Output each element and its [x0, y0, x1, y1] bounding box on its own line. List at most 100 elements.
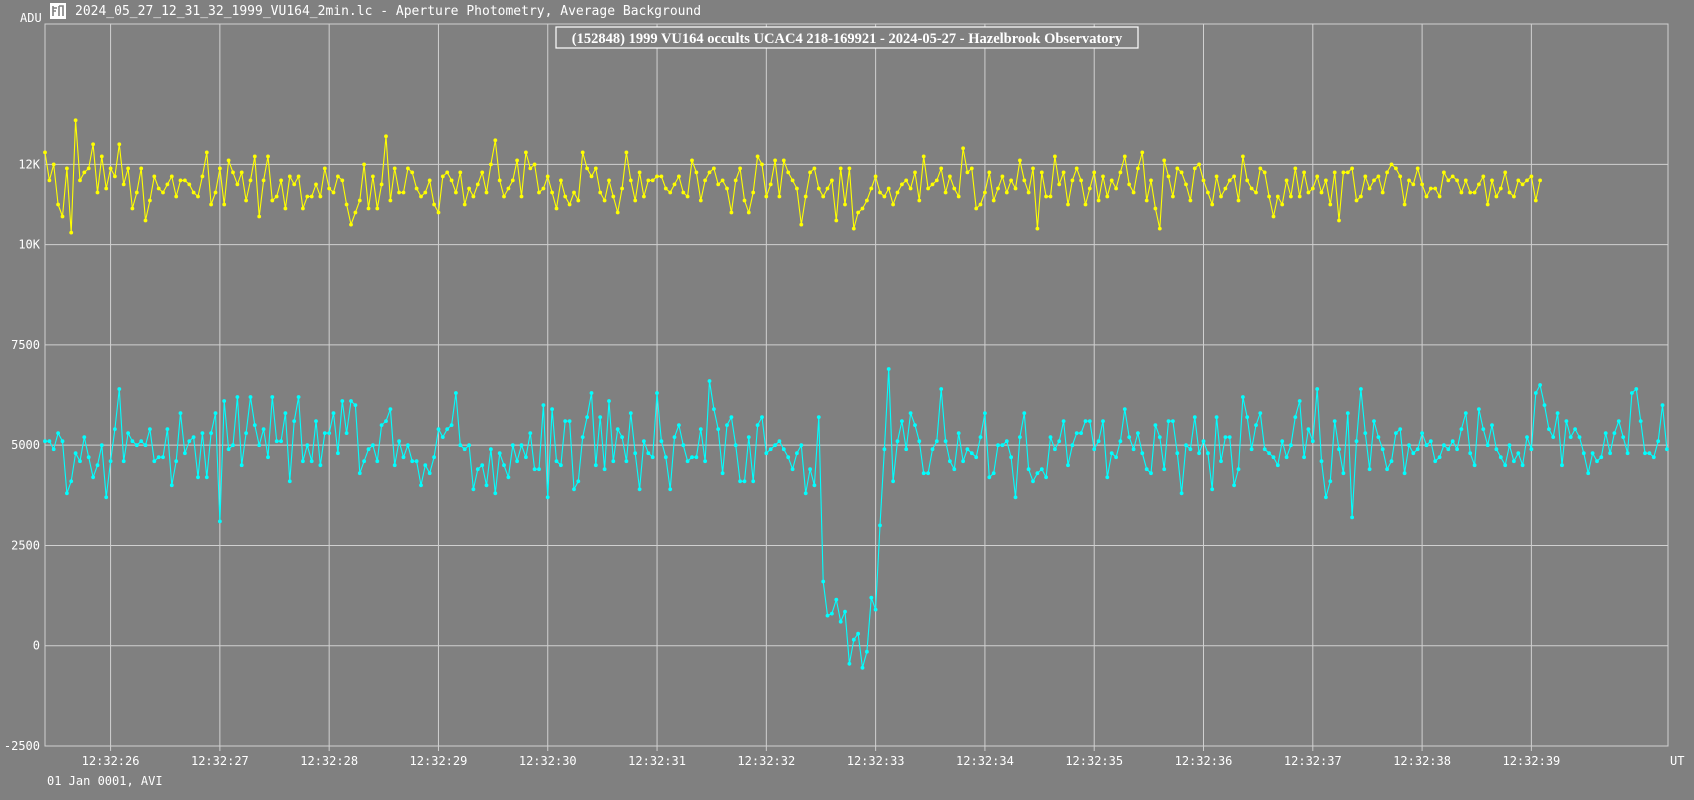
- series-2-point: [572, 487, 576, 492]
- series-2-point: [1481, 427, 1486, 431]
- series-1-point: [1306, 190, 1311, 195]
- series-1-point: [510, 178, 515, 183]
- lightcurve-app-icon[interactable]: [50, 3, 66, 19]
- series-1-point: [559, 178, 563, 183]
- series-1-point: [108, 166, 113, 171]
- series-2-point: [270, 395, 275, 399]
- series-1-point: [978, 202, 983, 207]
- series-1-point: [611, 194, 616, 199]
- series-2-point: [1179, 491, 1184, 496]
- series-2-point: [497, 451, 502, 456]
- series-2-point: [1262, 447, 1267, 452]
- series-2-point: [808, 467, 812, 472]
- series-1-point: [56, 202, 60, 207]
- series-1-point: [1275, 194, 1280, 199]
- series-2-point: [1302, 455, 1306, 460]
- series-1-point: [790, 178, 795, 183]
- series-1-point: [270, 198, 275, 203]
- series-2-point: [1166, 419, 1171, 423]
- series-2-point: [659, 439, 664, 444]
- series-2-point: [1656, 439, 1661, 444]
- series-1-point: [139, 166, 144, 171]
- series-2-point: [1044, 475, 1048, 480]
- series-2-point: [1192, 415, 1197, 419]
- series-1-point: [983, 190, 987, 195]
- series-2-point: [191, 435, 196, 439]
- series-1-point: [541, 186, 546, 191]
- series-1-point: [327, 186, 332, 191]
- y-tick-label: 10K: [18, 238, 40, 252]
- series-2-point: [1284, 455, 1289, 460]
- series-2-point: [1184, 443, 1188, 448]
- series-1-point: [703, 178, 707, 183]
- series-2-point: [1638, 419, 1643, 423]
- series-2-point: [1590, 451, 1595, 456]
- series-2-point: [69, 479, 74, 484]
- series-1-point: [1367, 186, 1372, 191]
- series-layer: [43, 118, 1669, 670]
- series-1-point: [1179, 170, 1184, 175]
- series-1-point: [642, 194, 646, 199]
- series-2-point: [786, 455, 791, 460]
- series-2-point: [1144, 467, 1149, 472]
- series-2-point: [1380, 447, 1385, 452]
- series-2-point: [843, 609, 847, 614]
- series-1-point: [43, 150, 47, 155]
- series-1-point: [1525, 178, 1529, 183]
- series-1-point: [1101, 174, 1105, 179]
- series-2-point: [1568, 435, 1573, 439]
- series-2-point: [672, 435, 677, 439]
- series-2-point: [1092, 447, 1097, 452]
- series-2-point: [1035, 471, 1040, 476]
- series-2-point: [1009, 455, 1013, 460]
- series-2-point: [1630, 391, 1634, 395]
- series-2-point: [1000, 443, 1005, 448]
- series-2-point: [524, 455, 528, 460]
- series-2-point: [51, 447, 56, 452]
- series-2-point: [1310, 439, 1315, 444]
- series-1-point: [1013, 186, 1018, 191]
- series-1-point: [231, 170, 235, 175]
- series-1-point: [1066, 202, 1070, 207]
- series-1-point: [279, 178, 283, 183]
- series-1-point: [1490, 178, 1494, 183]
- series-2-point: [1498, 455, 1503, 460]
- window-title: 2024_05_27_12_31_32_1999_VU164_2min.lc -…: [75, 4, 702, 19]
- series-2-point: [1096, 439, 1101, 444]
- series-2-point: [388, 407, 393, 411]
- series-2-point: [698, 427, 703, 431]
- series-1-point: [851, 226, 856, 231]
- series-1-point: [1380, 190, 1385, 195]
- series-2-point: [795, 451, 799, 456]
- series-1-point: [1201, 178, 1206, 183]
- series-2-point: [755, 423, 760, 427]
- series-2-point: [961, 459, 965, 464]
- x-tick-label: 12:32:37: [1284, 754, 1342, 768]
- series-2-point: [1241, 395, 1245, 399]
- series-1-point: [1236, 198, 1241, 203]
- series-1-point: [585, 166, 589, 171]
- series-1-point: [1319, 190, 1324, 195]
- series-2-point: [703, 459, 707, 464]
- series-1-point: [1267, 194, 1271, 199]
- series-1-point: [362, 162, 366, 167]
- series-1-point: [1026, 190, 1031, 195]
- series-1-point: [720, 178, 725, 183]
- series-2-point: [117, 387, 122, 391]
- series-2-point: [869, 595, 874, 600]
- x-tick-label: 12:32:32: [737, 754, 795, 768]
- series-2-point: [650, 455, 655, 460]
- series-2-point: [252, 423, 257, 427]
- series-2-point: [1114, 455, 1118, 460]
- series-2-point: [773, 443, 777, 448]
- series-2-point: [130, 439, 135, 444]
- series-1-point: [838, 166, 843, 171]
- series-2-point: [1136, 431, 1140, 435]
- series-1-point: [1232, 174, 1236, 179]
- series-2-point: [825, 613, 830, 618]
- series-1-point: [738, 166, 742, 171]
- series-2-point: [764, 451, 769, 456]
- x-tick-label: 12:32:29: [410, 754, 468, 768]
- series-2-point: [279, 439, 283, 444]
- series-1-point: [847, 166, 852, 171]
